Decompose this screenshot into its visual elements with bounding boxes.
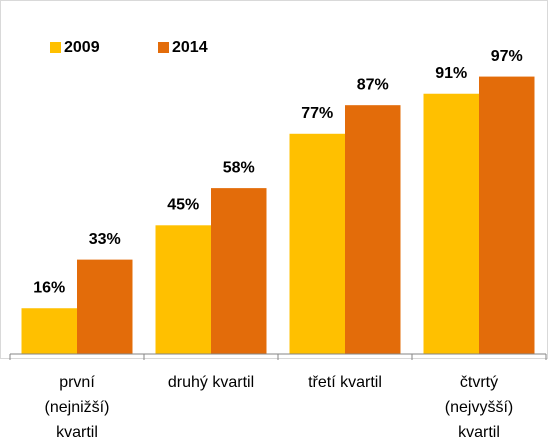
data-label: 77%	[301, 105, 333, 122]
legend-label: 2009	[64, 39, 100, 56]
data-label: 33%	[89, 231, 121, 248]
bar	[345, 105, 401, 355]
bar	[289, 133, 345, 354]
bar	[21, 308, 77, 354]
legend-swatch	[158, 42, 169, 53]
legend-label: 2014	[172, 39, 208, 56]
bar	[479, 76, 535, 354]
x-tick-label: čtvrtý (nejvyšší) kvartil	[444, 374, 514, 439]
chart-border	[0, 0, 548, 359]
x-tick-label: druhý kvartil	[167, 374, 255, 391]
bar	[423, 93, 479, 355]
x-tick-label: první (nejnižší) kvartil	[44, 374, 110, 439]
x-tick-label: třetí kvartil	[308, 374, 382, 391]
bar	[211, 188, 267, 354]
data-label: 91%	[435, 65, 467, 82]
bar	[155, 225, 211, 354]
bar	[77, 259, 133, 354]
data-label: 16%	[33, 279, 65, 296]
data-label: 58%	[223, 159, 255, 176]
data-label: 97%	[491, 48, 523, 65]
legend-swatch	[50, 42, 61, 53]
data-label: 45%	[167, 197, 199, 214]
data-label: 87%	[357, 76, 389, 93]
